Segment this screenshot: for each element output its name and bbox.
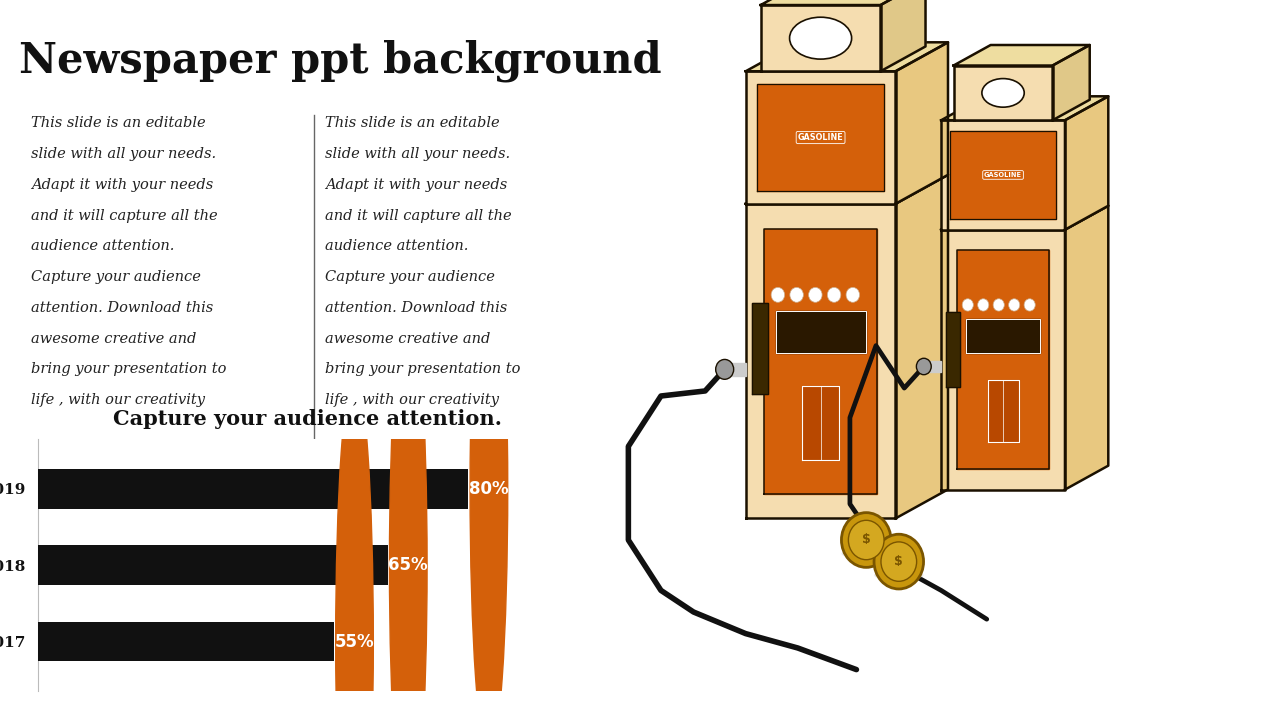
Text: slide with all your needs.: slide with all your needs. — [31, 147, 216, 161]
Text: GASOLINE: GASOLINE — [984, 172, 1021, 178]
Polygon shape — [954, 66, 1052, 120]
Text: and it will capture all the: and it will capture all the — [31, 209, 218, 222]
Text: Capture your audience: Capture your audience — [325, 270, 495, 284]
Text: bring your presentation to: bring your presentation to — [325, 362, 521, 377]
Circle shape — [881, 542, 916, 581]
Ellipse shape — [874, 570, 924, 581]
Bar — [38, 469, 468, 509]
Circle shape — [841, 513, 891, 567]
Polygon shape — [801, 386, 840, 461]
Circle shape — [993, 299, 1005, 311]
Polygon shape — [946, 312, 960, 387]
Polygon shape — [746, 175, 948, 204]
Text: attention. Download this: attention. Download this — [31, 301, 214, 315]
Polygon shape — [941, 120, 1065, 230]
Text: audience attention.: audience attention. — [325, 240, 468, 253]
Text: and it will capture all the: and it will capture all the — [325, 209, 512, 222]
Polygon shape — [881, 0, 925, 71]
Text: slide with all your needs.: slide with all your needs. — [325, 147, 511, 161]
Text: life , with our creativity: life , with our creativity — [325, 393, 499, 408]
Ellipse shape — [982, 78, 1024, 107]
Text: bring your presentation to: bring your presentation to — [31, 362, 227, 377]
Circle shape — [790, 287, 804, 302]
Polygon shape — [954, 45, 1089, 66]
Circle shape — [771, 287, 785, 302]
Text: awesome creative and: awesome creative and — [325, 332, 490, 346]
Polygon shape — [941, 96, 1108, 120]
Text: 65%: 65% — [388, 556, 428, 575]
Circle shape — [716, 359, 733, 379]
Polygon shape — [776, 311, 865, 353]
Polygon shape — [1052, 45, 1089, 120]
Polygon shape — [760, 0, 925, 5]
Polygon shape — [751, 303, 768, 395]
Text: Adapt it with your needs: Adapt it with your needs — [31, 178, 214, 192]
Circle shape — [827, 287, 841, 302]
Text: $: $ — [895, 555, 904, 568]
Polygon shape — [896, 42, 948, 204]
Polygon shape — [925, 361, 941, 372]
Polygon shape — [727, 363, 746, 376]
Text: This slide is an editable: This slide is an editable — [325, 117, 500, 130]
Ellipse shape — [790, 17, 851, 59]
Circle shape — [846, 287, 860, 302]
Text: 80%: 80% — [468, 480, 508, 498]
Text: 55%: 55% — [334, 633, 374, 651]
Circle shape — [470, 222, 508, 720]
Text: Capture your audience: Capture your audience — [31, 270, 201, 284]
Polygon shape — [951, 130, 1056, 220]
Polygon shape — [746, 71, 896, 204]
Text: attention. Download this: attention. Download this — [325, 301, 508, 315]
Polygon shape — [896, 175, 948, 518]
Polygon shape — [746, 204, 896, 518]
Circle shape — [963, 299, 973, 311]
Title: Capture your audience attention.: Capture your audience attention. — [113, 409, 502, 429]
Circle shape — [849, 521, 884, 559]
Circle shape — [389, 298, 428, 720]
Bar — [38, 545, 388, 585]
Polygon shape — [760, 5, 881, 71]
Circle shape — [916, 359, 932, 374]
Text: GASOLINE: GASOLINE — [797, 133, 844, 142]
Polygon shape — [1065, 206, 1108, 490]
Circle shape — [978, 299, 989, 311]
Polygon shape — [966, 318, 1041, 353]
Polygon shape — [764, 229, 877, 494]
Circle shape — [1009, 299, 1020, 311]
Text: awesome creative and: awesome creative and — [31, 332, 196, 346]
Text: This slide is an editable: This slide is an editable — [31, 117, 206, 130]
Ellipse shape — [841, 548, 891, 559]
Polygon shape — [941, 206, 1108, 230]
Text: Adapt it with your needs: Adapt it with your needs — [325, 178, 508, 192]
Circle shape — [1024, 299, 1036, 311]
Text: $: $ — [861, 534, 870, 546]
Text: Newspaper ppt background: Newspaper ppt background — [19, 40, 662, 83]
Polygon shape — [1065, 96, 1108, 230]
Text: life , with our creativity: life , with our creativity — [31, 393, 205, 408]
Polygon shape — [746, 42, 948, 71]
Polygon shape — [941, 230, 1065, 490]
Circle shape — [809, 287, 822, 302]
Bar — [38, 621, 334, 662]
Circle shape — [874, 534, 924, 589]
Polygon shape — [756, 84, 884, 192]
Circle shape — [335, 374, 374, 720]
Polygon shape — [988, 380, 1019, 441]
Polygon shape — [956, 250, 1050, 469]
Text: audience attention.: audience attention. — [31, 240, 174, 253]
